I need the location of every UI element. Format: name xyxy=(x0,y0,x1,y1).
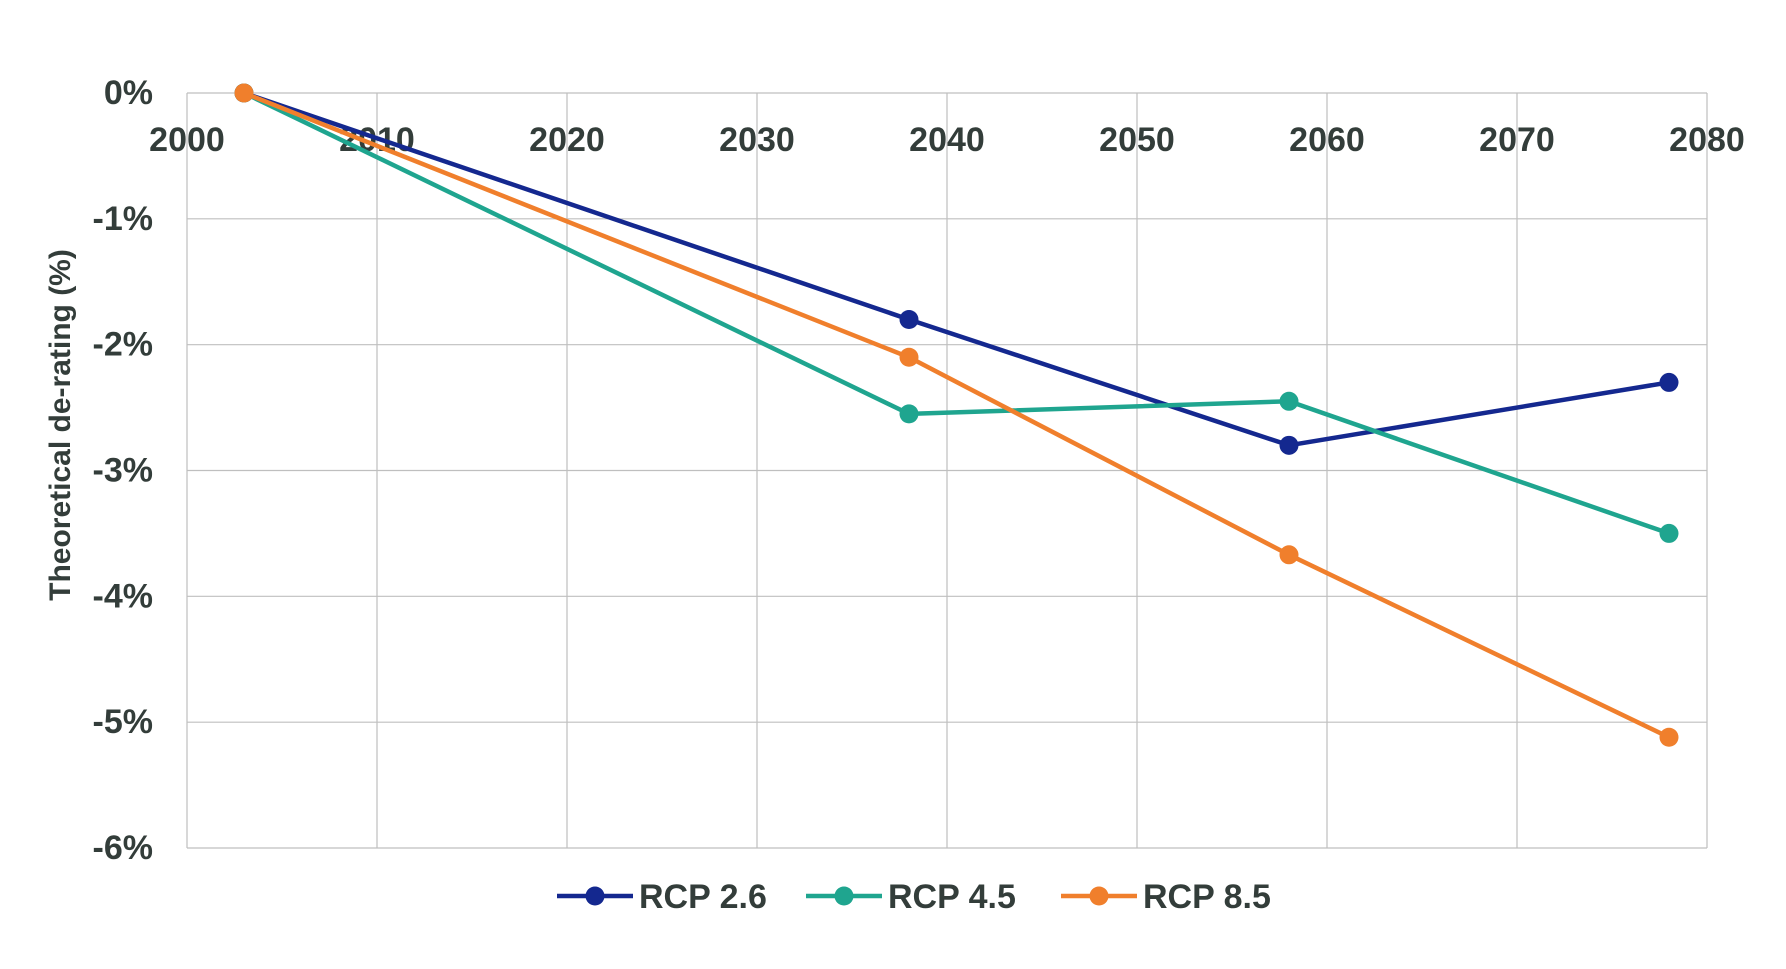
legend-label: RCP 2.6 xyxy=(639,878,767,916)
series-line-1 xyxy=(241,90,1672,448)
data-point xyxy=(234,83,254,103)
x-axis-ticks: 2000 2010 2020 2030 2040 2050 2060 2070 2080 xyxy=(149,121,1745,159)
data-point xyxy=(1659,372,1679,392)
y-tick-label: -6% xyxy=(93,829,153,867)
y-tick-label: -5% xyxy=(93,703,153,741)
data-point xyxy=(899,404,919,424)
y-tick-label: 0% xyxy=(104,74,153,112)
x-tick-label: 2030 xyxy=(719,121,795,159)
x-tick-label: 2000 xyxy=(149,121,225,159)
legend: RCP 2.6 RCP 4.5 RCP 8.5 xyxy=(557,878,1271,916)
x-tick-label: 2070 xyxy=(1479,121,1555,159)
data-point xyxy=(899,347,919,367)
legend-swatch-marker xyxy=(585,886,605,906)
data-point xyxy=(1279,545,1299,565)
series xyxy=(234,83,1679,747)
data-point xyxy=(1279,435,1299,455)
data-point xyxy=(1659,523,1679,543)
legend-label: RCP 4.5 xyxy=(888,878,1016,916)
x-tick-label: 2060 xyxy=(1289,121,1365,159)
legend-swatch-marker xyxy=(834,886,854,906)
x-tick-label: 2040 xyxy=(909,121,985,159)
data-point xyxy=(1279,391,1299,411)
x-tick-label: 2080 xyxy=(1669,121,1745,159)
y-tick-label: -1% xyxy=(93,200,153,238)
y-tick-label: -4% xyxy=(93,577,153,615)
data-point xyxy=(1659,727,1679,747)
legend-label: RCP 8.5 xyxy=(1143,878,1271,916)
y-axis-ticks: 0% -1% -2% -3% -4% -5% -6% xyxy=(93,74,153,867)
y-axis-title: Theoretical de-rating (%) xyxy=(44,249,77,601)
x-tick-label: 2050 xyxy=(1099,121,1175,159)
grid xyxy=(186,92,1708,849)
data-point xyxy=(899,310,919,329)
legend-swatch-marker xyxy=(1089,886,1109,906)
x-tick-label: 2020 xyxy=(529,121,605,159)
series-line-2 xyxy=(241,90,1672,536)
series-line-3 xyxy=(241,90,1672,740)
y-tick-label: -3% xyxy=(93,452,153,490)
y-tick-label: -2% xyxy=(93,326,153,364)
